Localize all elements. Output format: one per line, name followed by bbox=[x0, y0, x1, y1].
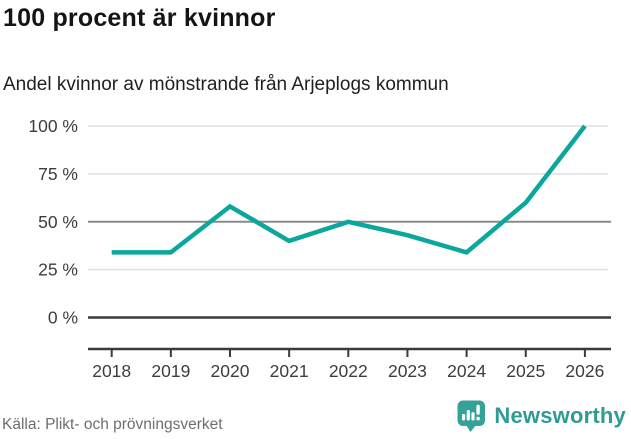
x-tick-label: 2021 bbox=[270, 361, 309, 381]
x-tick-label: 2024 bbox=[447, 361, 486, 381]
newsworthy-logo[interactable]: Newsworthy bbox=[456, 399, 626, 433]
x-tick-label: 2020 bbox=[211, 361, 250, 381]
x-tick-label: 2019 bbox=[151, 361, 190, 381]
chart-subtitle: Andel kvinnor av mönstrande från Arjeplo… bbox=[3, 74, 449, 95]
bar-chart-bubble-icon bbox=[457, 400, 486, 432]
series-line bbox=[111, 124, 587, 255]
chart-title: 100 procent är kvinnor bbox=[3, 4, 276, 32]
newsworthy-logo-text: Newsworthy bbox=[494, 403, 626, 428]
y-tick-label: 25 % bbox=[38, 260, 78, 280]
y-tick-label: 100 % bbox=[28, 116, 78, 136]
x-tick-label: 2018 bbox=[92, 361, 131, 381]
y-tick-label: 0 % bbox=[48, 308, 78, 328]
source-caption: Källa: Plikt- och prövningsverket bbox=[2, 416, 223, 433]
x-tick-label: 2023 bbox=[388, 361, 427, 381]
x-tick-label: 2022 bbox=[329, 361, 368, 381]
y-tick-label: 75 % bbox=[38, 164, 78, 184]
x-tick-label: 2026 bbox=[565, 361, 604, 381]
y-tick-label: 50 % bbox=[38, 212, 78, 232]
x-tick-label: 2025 bbox=[506, 361, 545, 381]
